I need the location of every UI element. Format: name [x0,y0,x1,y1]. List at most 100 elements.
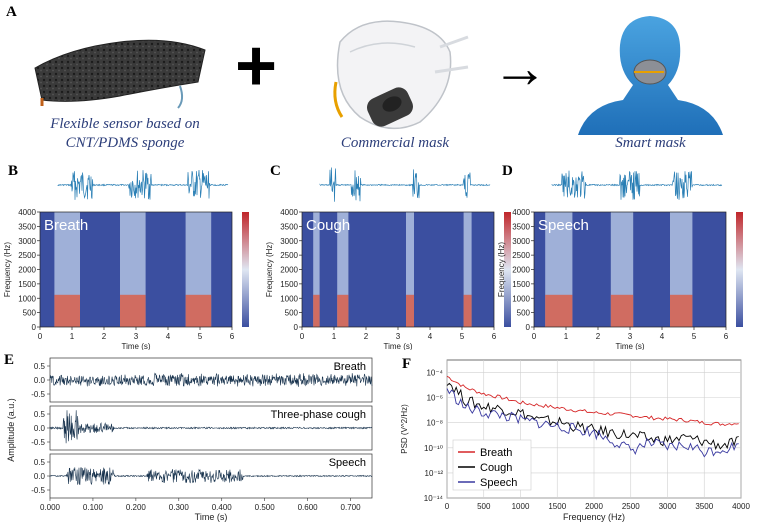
x-tick-label: 0 [445,502,450,511]
spectrogram-burst-low-band [313,294,320,327]
y-tick-label: 3000 [18,237,36,246]
y-axis-label: Frequency (Hz) [497,242,506,297]
panel-letter-c: C [270,163,281,179]
y-tick-label: 3500 [512,222,530,231]
y-tick-label: 10⁻¹⁴ [424,494,444,503]
panel-letter-e: E [4,352,15,368]
y-tick-label: 2000 [512,266,530,275]
y-tick-label: 2000 [280,266,298,275]
psd-series-cough [446,382,739,451]
x-tick-label: 5 [460,332,465,341]
panel-f-psd-chart: 10⁻⁴ 10⁻⁶ 10⁻⁸ 10⁻¹⁰ 10⁻¹² 10⁻¹⁴0 500 1000 1500 2… [400,359,750,522]
x-tick-label: 2000 [585,502,603,511]
y-tick-label: 0.0 [34,376,46,385]
legend-label: Breath [480,447,512,459]
spectrogram-label-speech: Speech [538,217,589,234]
spectrogram-burst-low-band [463,294,472,327]
spectrogram-burst [313,212,320,327]
y-tick-label: 3500 [18,222,36,231]
x-tick-label: 500 [477,502,491,511]
y-tick-label: 2500 [280,251,298,260]
psd-series-breath [446,375,739,427]
spectrogram-burst-low-band [610,294,634,327]
waveform-cough [319,167,491,202]
trace-label: Three-phase cough [271,409,366,421]
sensor-caption-line1: Flexible sensor based on [50,116,200,132]
panel-letter-b: B [8,163,19,179]
x-tick-label: 4 [660,332,665,341]
x-tick-label: 6 [724,332,729,341]
y-tick-label: 4000 [280,208,298,217]
panel-letter-f: F [402,356,412,372]
x-tick-label: 0 [300,332,305,341]
x-tick-label: 3 [628,332,633,341]
y-tick-label: -0.5 [31,438,45,447]
y-tick-label: 10⁻⁸ [427,419,444,428]
y-tick-label: 0.5 [34,458,46,467]
y-tick-label: 500 [517,309,531,318]
spectrogram-burst-low-band [337,294,349,327]
y-tick-label: 0.0 [34,424,46,433]
spectrogram-burst-low-band [545,294,573,327]
spectrogram-burst [463,212,472,327]
x-tick-label: 5 [198,332,203,341]
x-tick-label: 0.600 [298,503,319,512]
spectrogram-burst-low-band [185,294,212,327]
y-tick-label: 2000 [18,266,36,275]
y-tick-label: 2500 [512,251,530,260]
y-tick-label: 4000 [18,208,36,217]
x-tick-label: 0.700 [341,503,362,512]
x-tick-label: 0.500 [255,503,276,512]
y-axis-label: Amplitude (a.u.) [6,398,16,462]
spectrogram-panel-speech: Speech 0 500 1000 1500 2000 2500 3000 3500 4000 0 1… [497,170,743,350]
y-tick-label: 3500 [280,222,298,231]
x-tick-label: 3500 [695,502,713,511]
arrow-symbol: → [492,36,548,99]
x-tick-label: 1500 [548,502,566,511]
y-tick-label: -0.5 [31,486,45,495]
spectrogram-background [302,212,494,327]
trace-label: Speech [329,457,366,469]
x-tick-label: 4 [166,332,171,341]
x-tick-label: 5 [692,332,697,341]
spectrogram-panel-breath: Breath 0 500 1000 1500 2000 2500 3000 3500 4000 0 1… [3,169,249,350]
y-tick-label: 1000 [512,294,530,303]
trace-label: Breath [334,361,366,373]
y-tick-label: 0 [526,323,531,332]
x-tick-label: 0.100 [83,503,104,512]
spectrogram-burst [337,212,349,327]
waveform-speech [551,170,723,200]
x-tick-label: 3 [396,332,401,341]
colorbar [504,212,511,327]
x-axis-label: Time (s) [615,342,644,350]
smart-mask-caption: Smart mask [615,135,686,151]
x-tick-label: 0.400 [212,503,233,512]
spectrogram-panel-cough: Cough 0 500 1000 1500 2000 2500 3000 3500 4000 0 1 2… [265,167,511,350]
spectrogram-burst [406,212,414,327]
y-tick-label: 10⁻⁶ [427,394,443,403]
y-tick-label: -0.5 [31,390,45,399]
y-tick-label: 0.5 [34,362,46,371]
y-tick-label: 500 [285,309,299,318]
spectrogram-burst-low-band [670,294,693,327]
sensor-sponge-image [34,39,206,109]
colorbar [736,212,743,327]
x-tick-label: 0 [38,332,43,341]
x-tick-label: 3000 [659,502,677,511]
x-tick-label: 1 [70,332,75,341]
y-tick-label: 0 [294,323,299,332]
x-tick-label: 1 [332,332,337,341]
plus-symbol: + [235,26,278,106]
y-tick-label: 1500 [512,280,530,289]
y-tick-label: 1000 [280,294,298,303]
x-tick-label: 0 [532,332,537,341]
commercial-mask-image [333,20,469,130]
y-tick-label: 0.0 [34,472,46,481]
spectrogram-burst-low-band [54,294,80,327]
x-tick-label: 4000 [732,502,750,511]
panel-letter-d: D [502,163,513,179]
y-tick-label: 10⁻⁴ [426,369,443,378]
waveform-breath [57,169,229,200]
spectrogram-burst-low-band [120,294,146,327]
y-tick-label: 10⁻¹² [425,469,444,478]
